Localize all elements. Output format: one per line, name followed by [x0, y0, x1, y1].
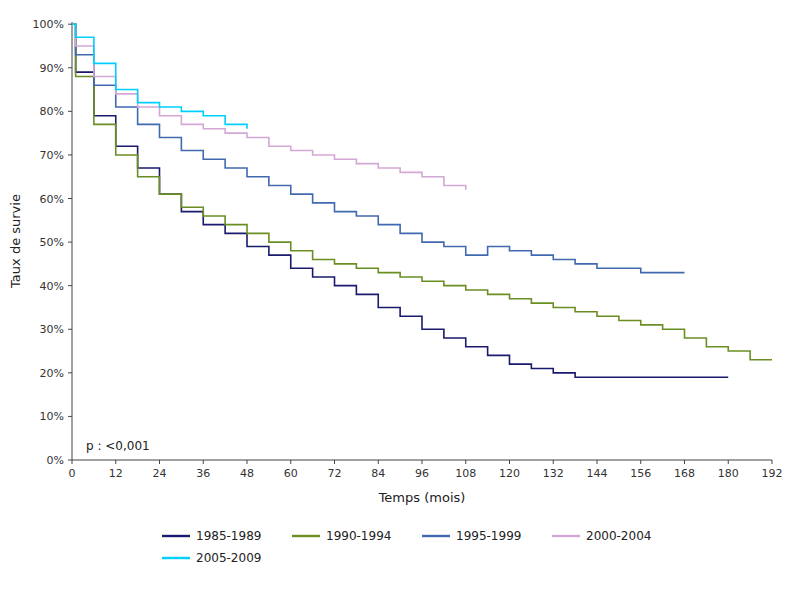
y-tick-label: 30% [40, 323, 64, 336]
y-tick [68, 460, 72, 461]
x-tick [422, 460, 423, 464]
y-tick [68, 372, 72, 373]
y-axis-label: Taux de survie [8, 194, 23, 289]
y-tick-label: 0% [47, 454, 64, 467]
x-tick-label: 192 [762, 467, 783, 480]
y-tick-label: 20% [40, 367, 64, 380]
y-tick-label: 90% [40, 62, 64, 75]
x-tick-label: 108 [455, 467, 476, 480]
x-tick-label: 0 [69, 467, 76, 480]
x-tick-label: 24 [153, 467, 167, 480]
legend-swatch [552, 535, 580, 537]
y-tick-label: 60% [40, 193, 64, 206]
survival-curve [72, 24, 466, 190]
x-tick [203, 460, 204, 464]
y-tick-label: 100% [33, 18, 64, 31]
legend-label: 2000-2004 [586, 529, 651, 543]
survival-curve [72, 24, 772, 360]
x-axis-label: Temps (mois) [378, 490, 466, 505]
y-tick [68, 24, 72, 25]
x-tick [728, 460, 729, 464]
x-tick-label: 180 [718, 467, 739, 480]
y-tick [68, 285, 72, 286]
legend-label: 1990-1994 [326, 529, 391, 543]
y-tick [68, 154, 72, 155]
y-tick [68, 198, 72, 199]
x-tick [115, 460, 116, 464]
legend: 1985-1989 1990-1994 1995-1999 2000-2004 2005… [162, 529, 651, 565]
x-tick [509, 460, 510, 464]
x-tick-label: 12 [109, 467, 123, 480]
x-tick-label: 168 [674, 467, 695, 480]
legend-label: 2005-2009 [196, 551, 261, 565]
y-tick [68, 67, 72, 68]
x-tick-label: 144 [587, 467, 608, 480]
y-tick-label: 80% [40, 105, 64, 118]
axes: 0 12 24 36 48 60 72 84 96 108 120 132 144 156 168 180 19… [33, 18, 783, 480]
legend-label: 1995-1999 [456, 529, 521, 543]
survival-curve [72, 24, 685, 272]
survival-curve [72, 24, 247, 129]
x-tick [684, 460, 685, 464]
annotation: p : <0,001 [86, 439, 150, 453]
survival-curve [72, 24, 728, 377]
x-tick-label: 156 [630, 467, 651, 480]
x-tick-label: 48 [240, 467, 254, 480]
y-tick [68, 111, 72, 112]
x-tick-label: 96 [415, 467, 429, 480]
y-tick-label: 40% [40, 280, 64, 293]
legend-swatch [162, 557, 190, 559]
legend-label: 1985-1989 [196, 529, 261, 543]
x-tick-label: 60 [284, 467, 298, 480]
x-tick [378, 460, 379, 464]
x-tick [290, 460, 291, 464]
x-tick [247, 460, 248, 464]
chart: 0 12 24 36 48 60 72 84 96 108 120 132 144 156 168 180 19… [0, 0, 800, 600]
y-tick-label: 50% [40, 236, 64, 249]
legend-swatch [162, 535, 190, 537]
x-tick [597, 460, 598, 464]
legend-swatch [292, 535, 320, 537]
legend-swatch [422, 535, 450, 537]
x-tick [334, 460, 335, 464]
y-axis-line [72, 22, 73, 460]
y-tick-label: 70% [40, 149, 64, 162]
plot-area [72, 24, 772, 377]
x-tick [72, 460, 73, 464]
y-tick [68, 416, 72, 417]
x-tick [553, 460, 554, 464]
y-tick-label: 10% [40, 410, 64, 423]
x-tick [772, 460, 773, 464]
x-tick-label: 132 [543, 467, 564, 480]
x-tick-label: 120 [499, 467, 520, 480]
y-tick [68, 329, 72, 330]
x-tick [465, 460, 466, 464]
x-tick-label: 72 [328, 467, 342, 480]
x-tick-label: 84 [371, 467, 385, 480]
y-tick [68, 242, 72, 243]
x-tick-label: 36 [196, 467, 210, 480]
x-tick [159, 460, 160, 464]
x-tick [640, 460, 641, 464]
